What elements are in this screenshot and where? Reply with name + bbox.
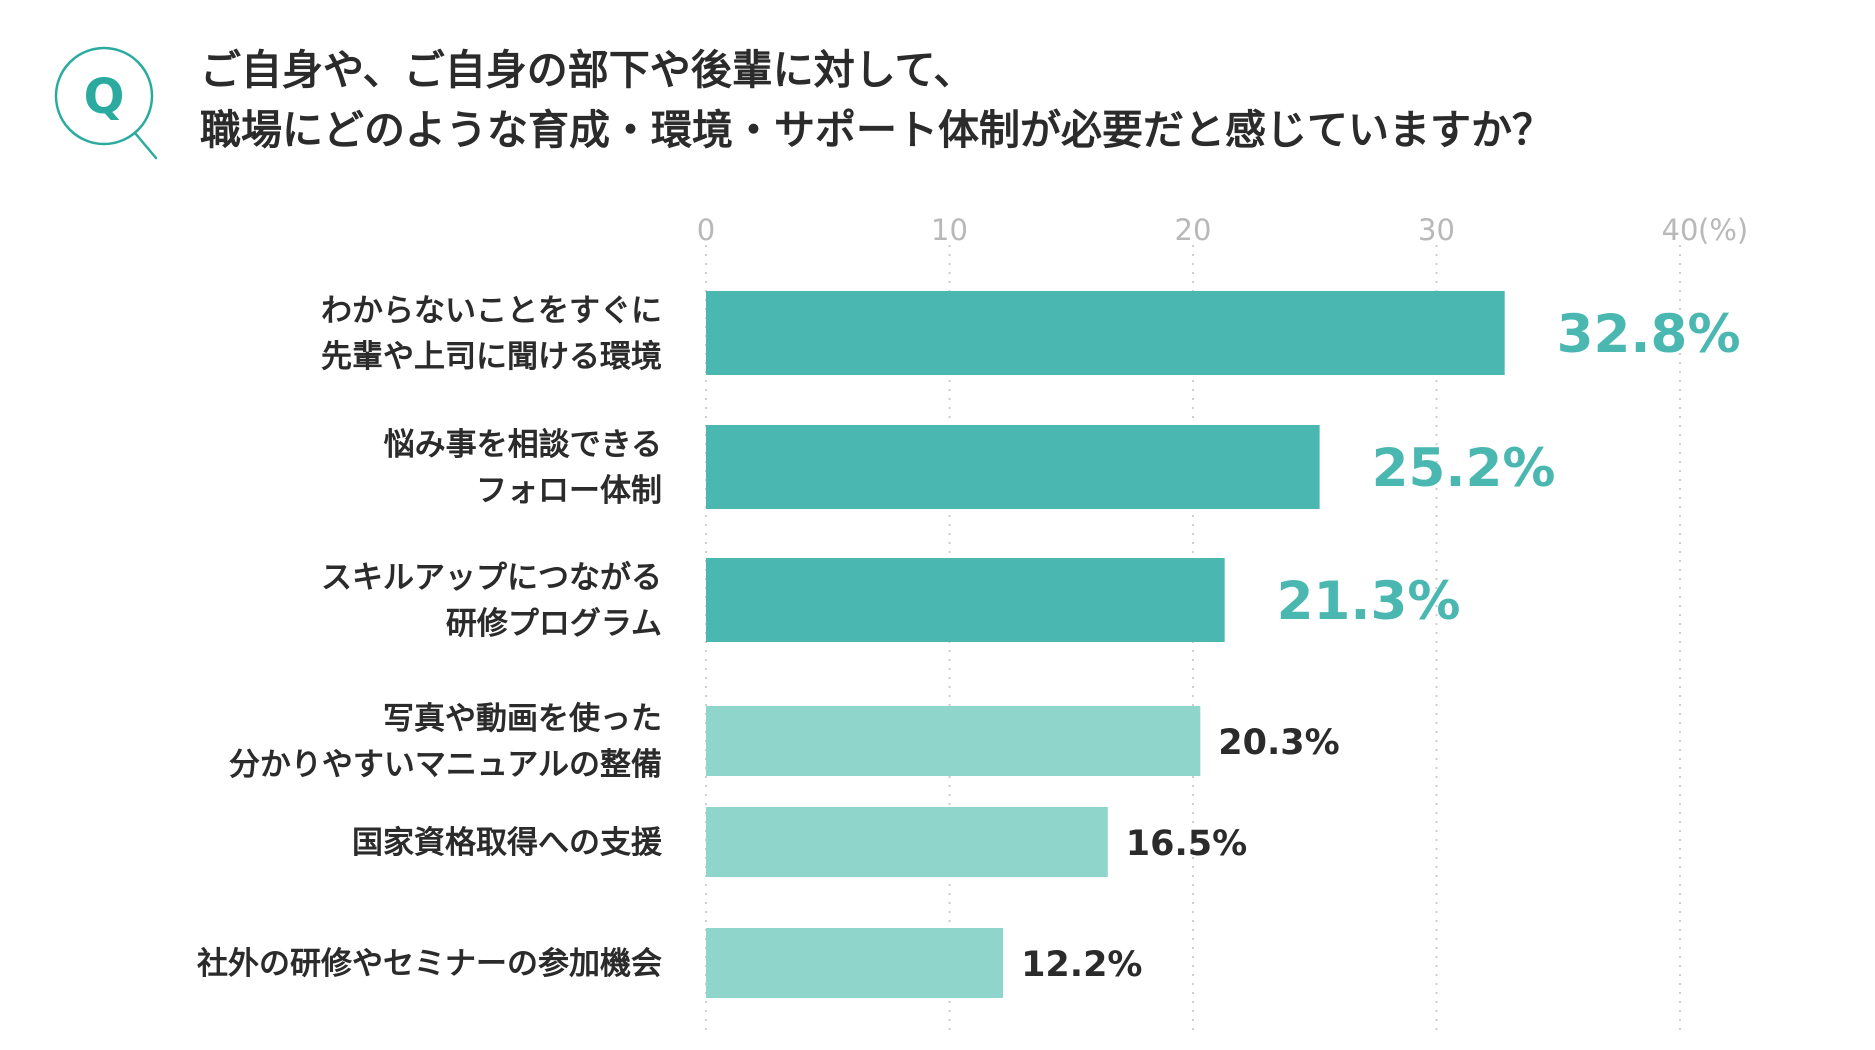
value-label: 32.8% [1557,304,1741,365]
bar [706,558,1225,642]
question-title: ご自身や、ご自身の部下や後輩に対して、 職場にどのような育成・環境・サポート体制… [200,40,1553,160]
question-line-1: ご自身や、ご自身の部下や後輩に対して、 [200,46,975,94]
category-label: 悩み事を相談できる [384,427,662,463]
category-label: 社外の研修やセミナーの参加機会 [197,946,662,982]
question-badge-icon: Q [54,46,158,160]
bar [706,807,1108,877]
category-label: 研修プログラム [446,606,662,642]
category-labels: わからないことをすぐに先輩や上司に聞ける環境悩み事を相談できるフォロー体制スキル… [197,293,663,982]
badge-tail [133,131,158,160]
value-label: 20.3% [1218,723,1339,763]
category-label: 先輩や上司に聞ける環境 [321,339,662,375]
axis-ticks: 0 10 20 30 40 (%) [697,213,1748,247]
x-tick-label: 10 [931,213,968,247]
x-tick-label: 0 [697,213,715,247]
category-label: わからないことをすぐに [321,293,662,329]
question-line-2: 職場にどのような育成・環境・サポート体制が必要だと感じていますか？ [200,106,1553,154]
value-labels: 32.8% 25.2% 21.3% 20.3% 16.5% 12.2% [1021,304,1740,985]
category-label: 分かりやすいマニュアルの整備 [229,747,662,783]
value-label: 16.5% [1126,824,1247,864]
value-label: 25.2% [1372,438,1556,499]
bar [706,425,1320,509]
category-label: 写真や動画を使った [383,701,662,737]
value-label: 21.3% [1277,571,1461,632]
value-label: 12.2% [1021,945,1142,985]
category-label: 国家資格取得への支援 [352,825,663,861]
category-label: フォロー体制 [476,473,662,509]
x-unit-label: (%) [1698,213,1748,247]
bars [706,291,1505,998]
x-tick-label: 40 [1662,213,1699,247]
bar [706,291,1505,375]
x-tick-label: 20 [1175,213,1212,247]
bar [706,706,1201,776]
x-tick-label: 30 [1418,213,1455,247]
bar [706,928,1004,998]
badge-letter: Q [84,69,125,125]
category-label: スキルアップにつながる [321,560,662,596]
badge-circle [54,46,154,146]
